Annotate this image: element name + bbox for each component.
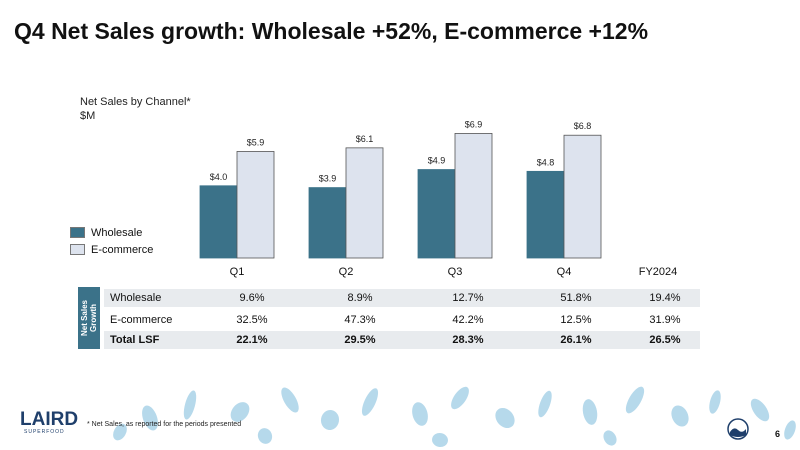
- growth-side-label-line2: Growth: [89, 304, 98, 332]
- bar-wholesale-q3: [417, 169, 456, 259]
- table-cell: 32.5%: [236, 314, 268, 326]
- data-label: $5.9: [247, 137, 265, 147]
- leaf-shape: [495, 407, 515, 429]
- table-cell: 22.1%: [236, 334, 268, 346]
- data-label: $4.8: [537, 157, 555, 167]
- bar-ecommerce-q1: [236, 151, 275, 259]
- bar-ecommerce-q2: [345, 147, 384, 259]
- slide-title: Q4 Net Sales growth: Wholesale +52%, E-c…: [14, 18, 649, 44]
- category-label: Q1: [230, 266, 245, 278]
- row-label: E-commerce: [110, 314, 173, 326]
- chart-unit-label: $M: [80, 110, 96, 122]
- bar-ecommerce-q3: [454, 133, 493, 259]
- brand-logo: LAIRD SUPERFOOD: [18, 405, 80, 442]
- logo-tagline: SUPERFOOD: [24, 429, 65, 435]
- leaf-shape: [257, 428, 273, 444]
- data-label: $4.0: [210, 172, 228, 182]
- leaf-shape: [183, 390, 197, 420]
- table-cell: 19.4%: [649, 292, 681, 304]
- table-cell: 12.7%: [452, 292, 484, 304]
- leaf-shape: [625, 386, 645, 414]
- data-label: $6.9: [465, 119, 483, 129]
- leaf-shape: [230, 402, 250, 422]
- bar-wholesale-q2: [308, 187, 347, 259]
- row-label: Total LSF: [110, 334, 160, 346]
- legend-label-ecommerce: E-commerce: [91, 243, 154, 256]
- category-label: Q2: [339, 266, 354, 278]
- leaf-shape: [709, 390, 721, 414]
- legend-item-ecommerce: E-commerce: [70, 241, 153, 258]
- data-label: $4.9: [428, 156, 446, 166]
- leaf-shape: [432, 432, 448, 448]
- chart-legend: Wholesale E-commerce: [70, 224, 153, 258]
- table-row: Wholesale 9.6% 8.9% 12.7% 51.8% 19.4%: [104, 289, 700, 307]
- table-cell: 31.9%: [649, 314, 681, 326]
- leaf-shape: [451, 386, 469, 410]
- leaf-shape: [361, 388, 379, 416]
- leaf-shape: [538, 390, 552, 418]
- table-cell: 26.5%: [649, 334, 681, 346]
- wave-badge-icon: [727, 418, 749, 440]
- legend-item-wholesale: Wholesale: [70, 224, 153, 241]
- leaf-shape: [113, 423, 127, 441]
- data-label: $3.9: [319, 174, 337, 184]
- table-row: E-commerce 32.5% 47.3% 42.2% 12.5% 31.9%: [104, 311, 700, 329]
- bar-wholesale-q4: [526, 170, 565, 259]
- table-cell: 12.5%: [560, 314, 592, 326]
- logo-name: LAIRD: [20, 409, 78, 430]
- table-cell: 9.6%: [239, 292, 265, 304]
- table-cell: 26.1%: [560, 334, 592, 346]
- data-label: $6.1: [356, 134, 374, 144]
- row-label: Wholesale: [110, 292, 162, 304]
- page-number: 6: [775, 429, 781, 439]
- leaf-shape: [784, 420, 796, 440]
- growth-side-label-line1: Net Sales: [80, 299, 89, 337]
- legend-swatch-ecommerce: [70, 244, 85, 255]
- chart-title: Net Sales by Channel*: [80, 96, 191, 108]
- bar-wholesale-q1: [199, 185, 238, 259]
- table-cell: 28.3%: [452, 334, 484, 346]
- leaf-shape: [320, 410, 340, 430]
- footnote: * Net Sales, as reported for the periods…: [87, 421, 242, 428]
- table-cell: 29.5%: [344, 334, 376, 346]
- leaf-shape: [281, 387, 299, 413]
- category-label-fy: FY2024: [639, 266, 678, 278]
- leaf-shape: [582, 399, 598, 425]
- bar-ecommerce-q4: [563, 134, 602, 259]
- table-cell: 42.2%: [452, 314, 484, 326]
- net-sales-bar-chart: $4.0 $5.9 Q1 $3.9 $6.1 Q2 $4.9 $6.9 Q3 $4.8 $6.8 Q4…: [199, 119, 678, 278]
- leaf-shape: [142, 405, 158, 431]
- category-label: Q4: [557, 266, 572, 278]
- growth-side-label: Net Sales Growth: [78, 287, 100, 349]
- data-label: $6.8: [574, 121, 592, 131]
- table-cell: 51.8%: [560, 292, 592, 304]
- table-cell: 8.9%: [347, 292, 373, 304]
- leaf-shape: [750, 398, 770, 422]
- legend-swatch-wholesale: [70, 227, 85, 238]
- table-row: Total LSF 22.1% 29.5% 28.3% 26.1% 26.5%: [104, 331, 700, 349]
- leaf-shape: [603, 430, 617, 446]
- legend-label-wholesale: Wholesale: [91, 226, 143, 239]
- leaf-shape: [412, 402, 428, 426]
- leaf-shape: [671, 405, 689, 427]
- category-label: Q3: [448, 266, 463, 278]
- table-cell: 47.3%: [344, 314, 376, 326]
